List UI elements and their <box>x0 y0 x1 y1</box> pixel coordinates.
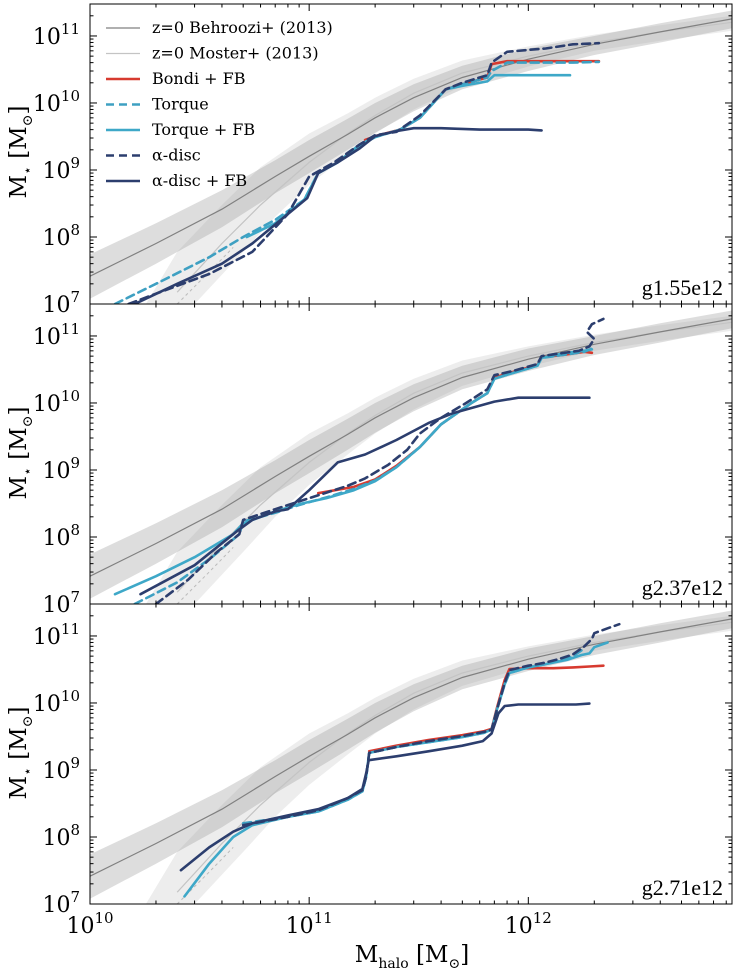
panel-label: g1.55e12 <box>642 275 723 300</box>
x-axis-label: Mhalo [M⊙] <box>355 942 469 972</box>
behroozi-relation-line <box>90 318 732 577</box>
moster-relation-line <box>176 21 732 293</box>
behroozi-scatter-band <box>90 10 732 299</box>
y-tick-label: 1011 <box>33 20 80 50</box>
moster-scatter-band <box>145 615 732 904</box>
plot-area <box>90 310 732 604</box>
y-tick-label: 108 <box>42 821 80 851</box>
plot-area <box>90 610 732 904</box>
legend-label-torque: Torque <box>152 95 209 114</box>
y-tick-label: 109 <box>42 754 80 784</box>
y-tick-label: 1010 <box>33 687 80 717</box>
x-tick-label: 1011 <box>286 909 333 939</box>
y-tick-label: 107 <box>42 888 80 918</box>
moster-relation-line <box>176 321 732 593</box>
moster-extrapolation-line <box>176 247 234 304</box>
moster-extrapolation-line <box>176 847 234 904</box>
legend-label-bondi-fb: Bondi + FB <box>152 69 246 88</box>
alpha-series-line <box>127 41 601 304</box>
y-tick-label: 1011 <box>33 320 80 350</box>
panel-top: 107 108 109 1010 1011 g1.55e12 z=0 Behroozi+ (… <box>33 3 733 318</box>
panel-middle: 107 108 109 1010 1011 g2.37e12 <box>33 303 733 618</box>
y-axis-label: M⋆ [M⊙] <box>6 707 36 800</box>
y-tick-label: 1011 <box>33 620 80 650</box>
alpha-fb-series-line <box>139 396 591 596</box>
alpha-fb-series-line <box>179 702 591 872</box>
x-tick-label: 1010 <box>66 909 113 939</box>
y-tick-label: 108 <box>42 521 80 551</box>
y-tick-label: 109 <box>42 154 80 184</box>
behroozi-scatter-band <box>90 310 732 599</box>
y-axis-label: M⋆ [M⊙] <box>6 407 36 500</box>
legend: z=0 Behroozi+ (2013) z=0 Moster+ (2013) Bo… <box>106 18 333 190</box>
moster-extrapolation-line <box>176 547 234 604</box>
moster-scatter-band <box>145 315 732 604</box>
y-tick-label: 1010 <box>33 87 80 117</box>
panel-bottom: 107 108 109 1010 1011 1010 1011 1012 g2.71e12 <box>33 603 733 939</box>
panel-label: g2.37e12 <box>642 575 723 600</box>
alpha-fb-series-line <box>133 126 543 304</box>
x-tick-label: 1012 <box>505 909 552 939</box>
y-tick-label: 107 <box>42 588 80 618</box>
moster-relation-line <box>176 621 732 893</box>
legend-label-alpha: α-disc <box>152 146 201 165</box>
plot-area <box>90 10 732 304</box>
y-tick-label: 1010 <box>33 387 80 417</box>
panel-label: g2.71e12 <box>642 875 723 900</box>
legend-label-moster: z=0 Moster+ (2013) <box>152 44 319 63</box>
behroozi-scatter-band <box>90 610 732 899</box>
y-axis-label: M⋆ [M⊙] <box>6 106 36 199</box>
legend-label-alpha-fb: α-disc + FB <box>152 171 247 190</box>
y-tick-label: 108 <box>42 221 80 251</box>
axes-frame <box>89 603 733 905</box>
behroozi-relation-line <box>90 618 732 877</box>
y-tick-label: 109 <box>42 454 80 484</box>
legend-label-behroozi: z=0 Behroozi+ (2013) <box>152 18 333 37</box>
legend-label-torque-fb: Torque + FB <box>152 120 255 139</box>
y-tick-label: 107 <box>42 288 80 318</box>
